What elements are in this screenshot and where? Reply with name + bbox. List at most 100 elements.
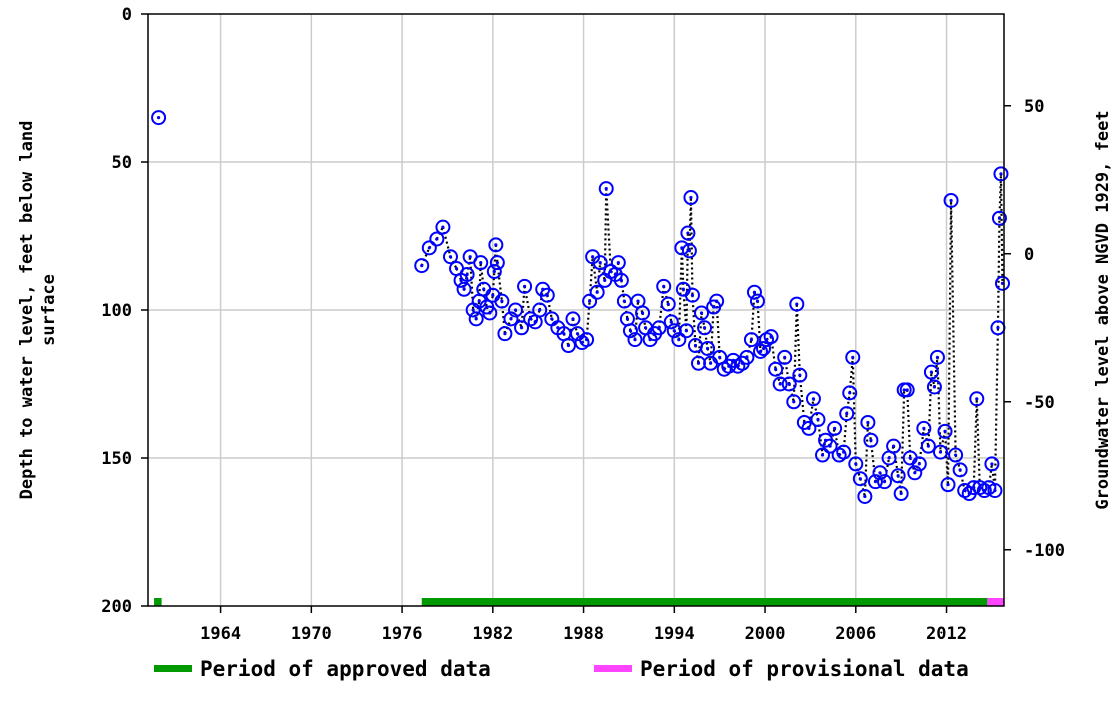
y-right-tick-label: -100 [1024,541,1065,561]
data-point-center [828,444,832,448]
data-point-marker [435,219,451,235]
data-point-marker [940,477,956,493]
data-point-marker [429,231,445,247]
data-point-marker [994,275,1010,291]
data-point-center [584,338,589,342]
data-point-center [769,335,773,339]
data-point-marker [827,420,843,436]
data-point-marker [907,465,923,481]
data-connector [494,244,499,263]
data-connector [623,300,629,320]
data-point-marker [598,181,614,197]
data-connector [959,469,966,491]
data-point-center [929,370,934,374]
data-point-marker [763,329,779,345]
data-point-marker [877,474,893,490]
data-point-marker [890,468,906,484]
data-point-center [690,293,695,297]
data-connector [538,289,544,311]
data-point-center [156,116,161,120]
data-connector [694,345,700,364]
data-point-marker [886,438,902,454]
data-point-center [604,187,608,191]
data-point-center [778,382,782,386]
data-connector [943,431,950,485]
data-point-center [575,332,580,336]
data-point-center [938,450,943,454]
data-point-marker [810,412,826,428]
data-point-center [494,243,498,247]
data-point-marker [514,320,530,336]
data-point-marker [777,349,793,365]
data-point-center [681,287,685,291]
data-connector [972,398,978,488]
data-point-marker [984,456,1000,472]
data-point-center [571,317,575,321]
data-connector [883,457,891,482]
data-point-marker [860,414,876,430]
data-point-marker [663,314,679,330]
data-point-marker [613,272,629,288]
data-point-center [858,477,862,481]
data-point-marker [680,225,696,241]
data-point-center [591,255,595,259]
data-point-center [887,456,891,460]
data-point-center [468,255,472,259]
data-connector [922,428,930,447]
y-left-tick-label: 150 [101,449,132,469]
data-point-marker [739,349,755,365]
data-point-center [866,420,870,425]
data-point-marker [694,305,710,321]
data-connector [475,300,481,320]
data-point-center [702,326,707,330]
data-point-marker [651,320,667,336]
data-point-marker [697,320,713,336]
x-tick-label: 1970 [291,624,332,644]
data-connector [715,301,721,358]
data-connector [546,294,553,320]
data-point-center [891,444,896,448]
x-tick-label: 1994 [654,624,695,644]
data-connector [999,173,1004,284]
data-connector [987,463,993,488]
data-point-marker [468,311,484,327]
data-connector [859,478,866,497]
y-right-tick-label: 0 [1024,245,1034,265]
x-tick-label: 1988 [563,624,604,644]
data-point-center [598,261,602,265]
y-right-tick-label: -50 [1024,393,1055,413]
data-connector [939,431,947,453]
legend-swatch-approved [154,665,192,672]
approved-period-bar [421,598,988,606]
data-connector [469,256,475,311]
data-point-marker [863,432,879,448]
data-point-marker [684,287,700,303]
data-connector [689,197,694,296]
data-point-center [500,299,504,303]
data-connector [620,280,626,302]
data-point-center [913,471,917,475]
data-point-center [562,332,566,336]
data-connector [550,318,559,329]
data-point-marker [709,293,725,309]
data-point-center [474,317,478,321]
legend-swatch-provisional [594,665,632,672]
data-point-marker [926,379,942,395]
x-tick-label: 1964 [200,624,241,644]
data-point-marker [151,110,167,126]
data-point-center [454,266,459,271]
data-point-center [999,172,1003,176]
y-left-tick-label: 50 [112,153,132,173]
data-point-center [946,483,950,487]
data-point-marker [872,465,888,481]
data-connector [874,472,881,483]
data-point-marker [815,447,831,463]
data-point-marker [592,255,608,271]
data-point-center [922,426,926,430]
data-point-center [954,453,958,457]
data-point-marker [993,166,1009,182]
data-point-center [761,346,766,351]
data-point-center [566,343,571,348]
data-point-marker [916,420,932,436]
data-point-marker [987,483,1003,499]
